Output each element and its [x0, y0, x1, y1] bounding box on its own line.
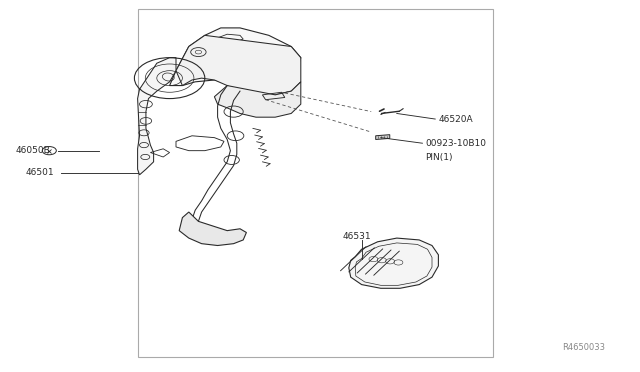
- PathPatch shape: [179, 212, 246, 246]
- Text: 00923-10B10: 00923-10B10: [426, 139, 486, 148]
- Text: 46531: 46531: [342, 232, 371, 241]
- PathPatch shape: [376, 135, 390, 140]
- PathPatch shape: [176, 35, 301, 95]
- Text: 46050B: 46050B: [16, 146, 51, 155]
- Text: PIN(1): PIN(1): [426, 153, 453, 162]
- PathPatch shape: [170, 28, 301, 86]
- PathPatch shape: [214, 82, 301, 117]
- Bar: [138, 9, 493, 357]
- PathPatch shape: [349, 238, 438, 288]
- Text: R4650033: R4650033: [562, 343, 605, 352]
- Text: 46501: 46501: [26, 169, 54, 177]
- Text: 46520A: 46520A: [438, 115, 473, 124]
- PathPatch shape: [138, 58, 176, 175]
